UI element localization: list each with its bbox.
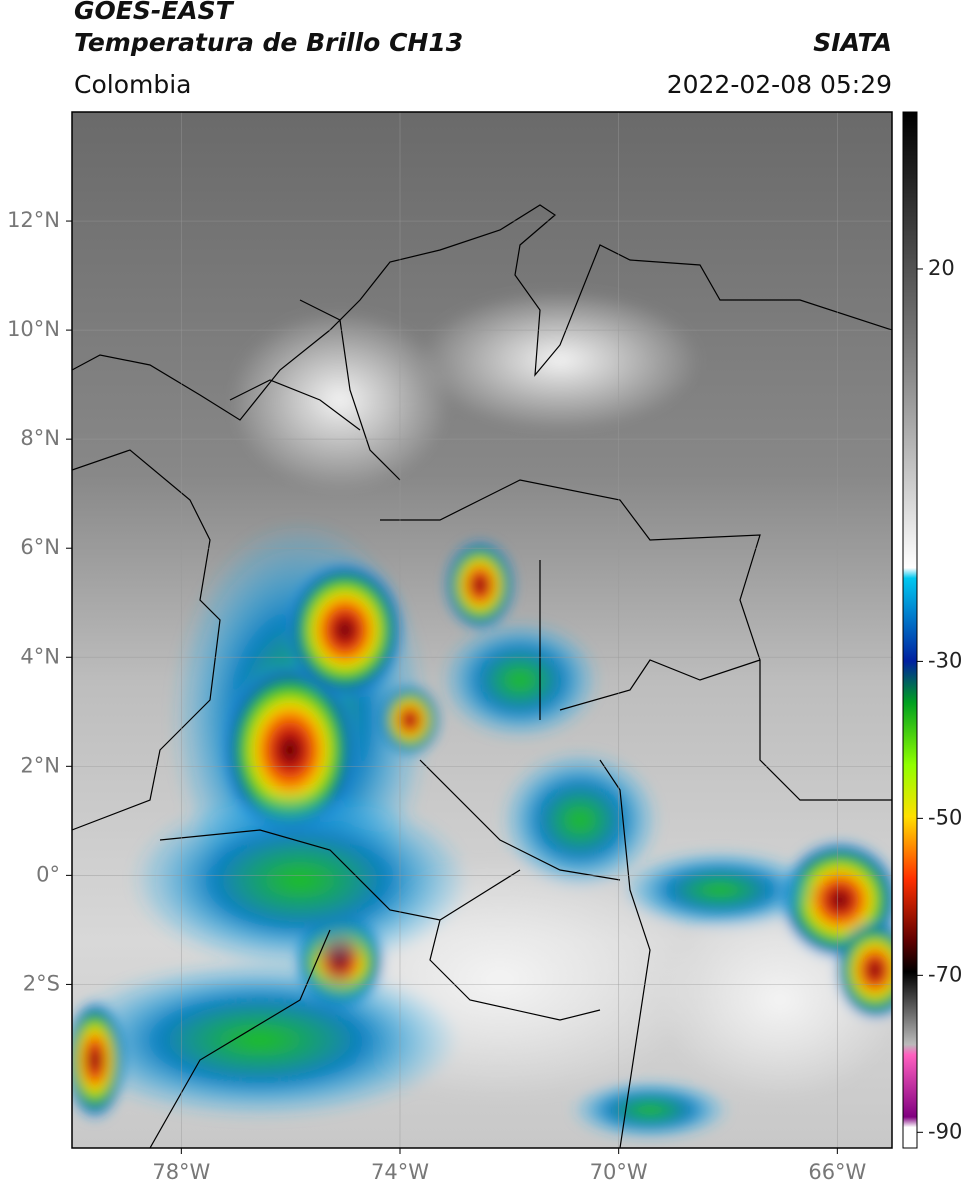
map-frame <box>71 111 893 1149</box>
product-title: Temperatura de Brillo CH13 <box>74 28 464 57</box>
colorbar-tick-label: -90 <box>928 1119 962 1143</box>
lat-tick-label: 4°N <box>20 644 60 668</box>
lat-tick-label: 6°N <box>20 535 60 559</box>
colorbar-tick-label: -50 <box>928 805 962 829</box>
lon-tick-label: 70°W <box>590 1160 648 1184</box>
colorbar <box>902 111 918 1149</box>
lon-tick-label: 66°W <box>808 1160 866 1184</box>
region-label: Colombia <box>74 70 192 99</box>
timestamp: 2022-02-08 05:29 <box>666 70 892 99</box>
colorbar-tick-label: -70 <box>928 962 962 986</box>
colorbar-tick-label: -30 <box>928 648 962 672</box>
lat-tick-label: 0° <box>36 862 60 886</box>
lon-tick-label: 74°W <box>371 1160 429 1184</box>
satellite-title: GOES-EAST <box>74 0 233 25</box>
lat-tick-label: 12°N <box>7 208 60 232</box>
lat-tick-label: 10°N <box>7 317 60 341</box>
lat-tick-label: 8°N <box>20 426 60 450</box>
lat-tick-label: 2°N <box>20 753 60 777</box>
satellite-image <box>72 112 892 1148</box>
source-label: SIATA <box>813 28 892 57</box>
lat-tick-label: 2°S <box>23 971 60 995</box>
lon-tick-label: 78°W <box>152 1160 210 1184</box>
colorbar-tick-label: 20 <box>928 256 955 280</box>
